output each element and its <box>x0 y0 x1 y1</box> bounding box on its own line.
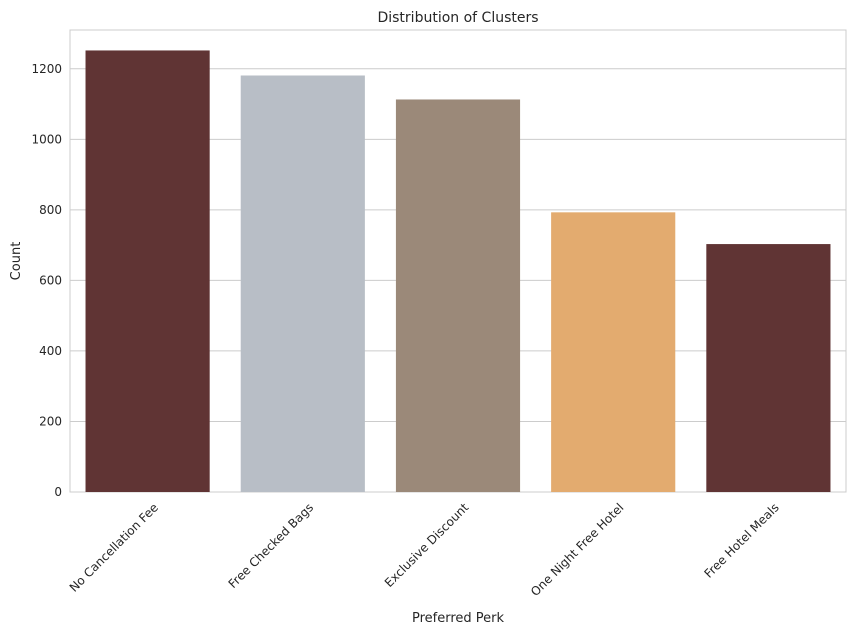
bar <box>240 75 365 492</box>
x-tick-label: One Night Free Hotel <box>528 500 627 599</box>
x-tick-label: Free Hotel Meals <box>701 500 781 580</box>
bar <box>395 99 521 493</box>
bars <box>85 50 831 493</box>
y-tick-label: 0 <box>54 485 62 499</box>
x-tick-label: Free Checked Bags <box>226 500 317 591</box>
x-tick-labels: No Cancellation Fee Free Checked Bags Excl… <box>67 500 782 599</box>
y-tick-label: 800 <box>39 203 62 217</box>
x-tick-label: Exclusive Discount <box>382 500 472 590</box>
y-tick-label: 600 <box>39 273 62 287</box>
y-tick-labels: 0 200 400 600 800 1000 1200 <box>31 62 62 499</box>
bar <box>551 212 676 492</box>
y-tick-label: 1000 <box>31 132 62 146</box>
bar <box>706 244 831 492</box>
chart-title: Distribution of Clusters <box>377 10 538 26</box>
x-tick-label: No Cancellation Fee <box>67 500 161 594</box>
bar <box>85 50 210 493</box>
y-tick-label: 400 <box>39 344 62 358</box>
y-axis-label: Count <box>9 242 24 281</box>
y-tick-label: 200 <box>39 414 62 428</box>
y-tick-label: 1200 <box>31 62 62 76</box>
x-axis-label: Preferred Perk <box>412 611 505 626</box>
